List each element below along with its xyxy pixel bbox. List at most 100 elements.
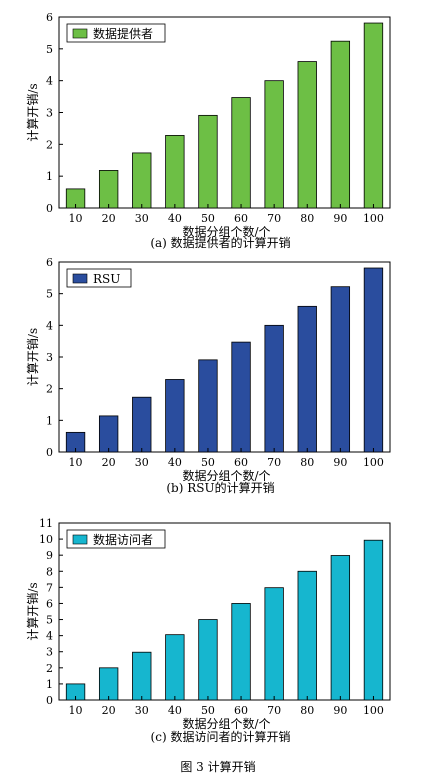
y-tick-label: 1 bbox=[46, 414, 53, 427]
x-tick-label: 40 bbox=[168, 456, 182, 469]
x-tick-label: 60 bbox=[234, 704, 248, 717]
x-axis-title: 数据分组个数/个 bbox=[182, 468, 270, 483]
bar bbox=[231, 341, 251, 453]
bar bbox=[363, 22, 384, 209]
bar bbox=[198, 114, 218, 209]
y-tick-label: 2 bbox=[46, 138, 53, 151]
bar bbox=[98, 415, 119, 453]
x-tick-label: 90 bbox=[333, 704, 347, 717]
bar bbox=[330, 555, 351, 701]
bar bbox=[297, 61, 317, 209]
x-tick-label: 60 bbox=[234, 212, 248, 225]
y-tick-label: 8 bbox=[46, 565, 53, 578]
y-tick-label: 6 bbox=[46, 597, 53, 610]
x-tick-label: 10 bbox=[69, 456, 83, 469]
bar bbox=[165, 379, 185, 453]
y-axis-title: 计算开销/s bbox=[25, 83, 40, 141]
bar bbox=[132, 396, 152, 453]
x-tick-label: 30 bbox=[135, 704, 149, 717]
chart-panel-2: 0 1 2 3 4 5 6 7 8 9 10 11 10 20 30 40 50 60 70 80 90 100 数据分组个… bbox=[25, 517, 391, 744]
bar bbox=[264, 587, 284, 701]
panel-caption: (c) 数据访问者的计算开销 bbox=[151, 729, 291, 744]
x-tick-label: 40 bbox=[168, 212, 182, 225]
x-tick-label: 100 bbox=[363, 456, 384, 469]
y-tick-label: 11 bbox=[39, 517, 53, 530]
y-tick-label: 0 bbox=[46, 446, 53, 459]
y-tick-label: 3 bbox=[46, 107, 53, 120]
bar bbox=[231, 603, 251, 701]
y-tick-label: 5 bbox=[46, 614, 53, 627]
y-axis-title: 计算开销/s bbox=[25, 328, 40, 386]
legend-label: 数据访问者 bbox=[93, 532, 153, 547]
chart-panel-1: 0 1 2 3 4 5 6 10 20 30 40 50 60 70 80 90 100 数据分组个数/个 计算开销… bbox=[25, 256, 391, 495]
x-tick-label: 80 bbox=[300, 704, 314, 717]
panel-caption: (b) RSU的计算开销 bbox=[166, 480, 274, 495]
bar bbox=[98, 667, 119, 701]
y-axis-title: 计算开销/s bbox=[25, 582, 40, 640]
x-tick-label: 50 bbox=[201, 704, 215, 717]
y-tick-label: 6 bbox=[46, 11, 53, 24]
y-tick-label: 5 bbox=[46, 288, 53, 301]
x-axis-title: 数据分组个数/个 bbox=[182, 224, 270, 239]
x-tick-label: 20 bbox=[102, 212, 116, 225]
figure-caption: 图 3 计算开销 bbox=[180, 760, 256, 774]
bar bbox=[297, 570, 317, 701]
x-tick-label: 30 bbox=[135, 212, 149, 225]
x-tick-label: 70 bbox=[267, 704, 281, 717]
y-tick-label: 4 bbox=[46, 75, 53, 88]
y-tick-label: 7 bbox=[46, 581, 53, 594]
y-tick-label: 5 bbox=[46, 43, 53, 56]
y-tick-label: 1 bbox=[46, 678, 53, 691]
bar bbox=[231, 97, 251, 209]
x-tick-label: 10 bbox=[69, 704, 83, 717]
legend-box bbox=[66, 23, 166, 43]
bar bbox=[198, 619, 218, 701]
y-tick-label: 4 bbox=[46, 630, 53, 643]
x-tick-label: 90 bbox=[333, 212, 347, 225]
bar bbox=[198, 359, 218, 453]
y-tick-label: 10 bbox=[39, 533, 53, 546]
y-tick-label: 6 bbox=[46, 256, 53, 269]
bar bbox=[264, 80, 284, 209]
bar bbox=[165, 135, 185, 209]
y-tick-label: 3 bbox=[46, 646, 53, 659]
y-tick-label: 2 bbox=[46, 662, 53, 675]
bar bbox=[363, 539, 384, 701]
legend-box bbox=[66, 529, 166, 549]
y-tick-label: 3 bbox=[46, 351, 53, 364]
bar bbox=[264, 324, 284, 453]
y-tick-label: 0 bbox=[46, 694, 53, 707]
bar bbox=[98, 170, 119, 209]
x-tick-label: 40 bbox=[168, 704, 182, 717]
x-tick-label: 60 bbox=[234, 456, 248, 469]
y-tick-label: 2 bbox=[46, 383, 53, 396]
x-tick-label: 70 bbox=[267, 212, 281, 225]
x-tick-label: 20 bbox=[102, 456, 116, 469]
x-tick-label: 30 bbox=[135, 456, 149, 469]
legend-label: 数据提供者 bbox=[93, 26, 153, 41]
x-tick-label: 80 bbox=[300, 456, 314, 469]
y-tick-label: 1 bbox=[46, 170, 53, 183]
y-tick-label: 9 bbox=[46, 549, 53, 562]
bar bbox=[330, 40, 351, 209]
plot-frame bbox=[58, 522, 391, 701]
x-tick-label: 70 bbox=[267, 456, 281, 469]
legend-swatch bbox=[72, 534, 88, 545]
x-tick-label: 50 bbox=[201, 456, 215, 469]
legend-label: RSU bbox=[93, 272, 120, 286]
x-axis-title: 数据分组个数/个 bbox=[182, 716, 270, 731]
bar bbox=[363, 267, 384, 453]
panel-caption: (a) 数据提供者的计算开销 bbox=[150, 235, 290, 250]
x-tick-label: 50 bbox=[201, 212, 215, 225]
bar bbox=[165, 634, 185, 701]
legend-swatch bbox=[72, 28, 88, 39]
y-tick-label: 4 bbox=[46, 319, 53, 332]
legend-swatch bbox=[72, 273, 88, 284]
x-tick-label: 100 bbox=[363, 212, 384, 225]
bar bbox=[297, 305, 317, 453]
chart-panel-0: 0 1 2 3 4 5 6 10 20 30 40 50 60 70 80 90 100 数据分组个数/个 计算开销… bbox=[25, 11, 391, 250]
y-tick-label: 0 bbox=[46, 202, 53, 215]
bar bbox=[132, 651, 152, 701]
x-tick-label: 80 bbox=[300, 212, 314, 225]
